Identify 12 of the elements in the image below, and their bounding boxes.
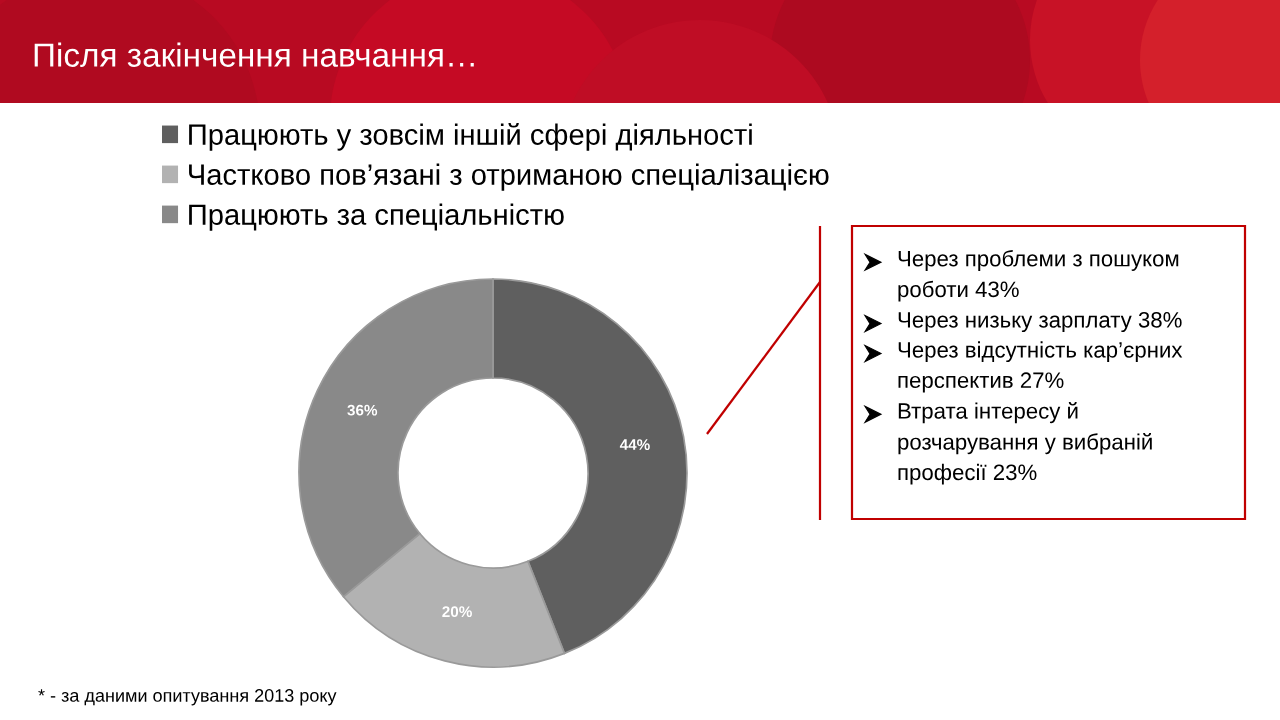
text: * - за даними опитування 2013 року	[38, 689, 337, 706]
text: Через проблеми з пошуком роботи 43%	[898, 250, 1179, 302]
text: Втрата інтересу й розчарування у вибраній професії 23%	[898, 402, 1152, 485]
text: Через відсутність кар’єрних перспектив 27%	[898, 341, 1183, 393]
data-label: 36%	[347, 404, 378, 416]
legend-label: Працюють за спеціальністю	[189, 203, 564, 231]
chart-title: Після закінчення навчання…	[34, 42, 474, 67]
legend-label: Працюють у зовсім іншій сфері діяльності	[189, 123, 752, 151]
data-label: 44%	[619, 439, 650, 450]
data-label: 20%	[442, 606, 472, 618]
text: Через низьку зарплату 38%	[898, 311, 1182, 333]
legend-label: Частково пов’язані з отриманою спеціалізацією	[189, 163, 829, 191]
